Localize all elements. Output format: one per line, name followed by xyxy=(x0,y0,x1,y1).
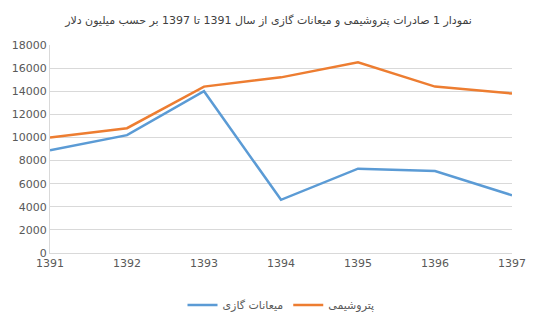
svg-text:پتروشیمی: پتروشیمی xyxy=(328,299,374,312)
svg-text:2000: 2000 xyxy=(19,224,47,237)
svg-text:6000: 6000 xyxy=(19,178,47,191)
svg-text:1393: 1393 xyxy=(190,257,218,270)
svg-text:10000: 10000 xyxy=(12,131,47,144)
svg-text:1395: 1395 xyxy=(344,257,372,270)
svg-text:8000: 8000 xyxy=(19,154,47,167)
svg-text:0: 0 xyxy=(40,247,47,260)
svg-text:1391: 1391 xyxy=(36,257,64,270)
svg-text:1392: 1392 xyxy=(113,257,141,270)
svg-text:18000: 18000 xyxy=(12,39,47,52)
svg-text:1397: 1397 xyxy=(498,257,526,270)
svg-text:میعانات گازی: میعانات گازی xyxy=(223,299,284,312)
svg-text:4000: 4000 xyxy=(19,201,47,214)
svg-text:16000: 16000 xyxy=(12,62,47,75)
svg-text:1394: 1394 xyxy=(267,257,295,270)
svg-text:12000: 12000 xyxy=(12,108,47,121)
svg-text:1396: 1396 xyxy=(421,257,449,270)
svg-text:نمودار 1 صادرات پتروشیمی و میع: نمودار 1 صادرات پتروشیمی و میعانات گازی … xyxy=(64,14,472,27)
svg-text:14000: 14000 xyxy=(12,85,47,98)
